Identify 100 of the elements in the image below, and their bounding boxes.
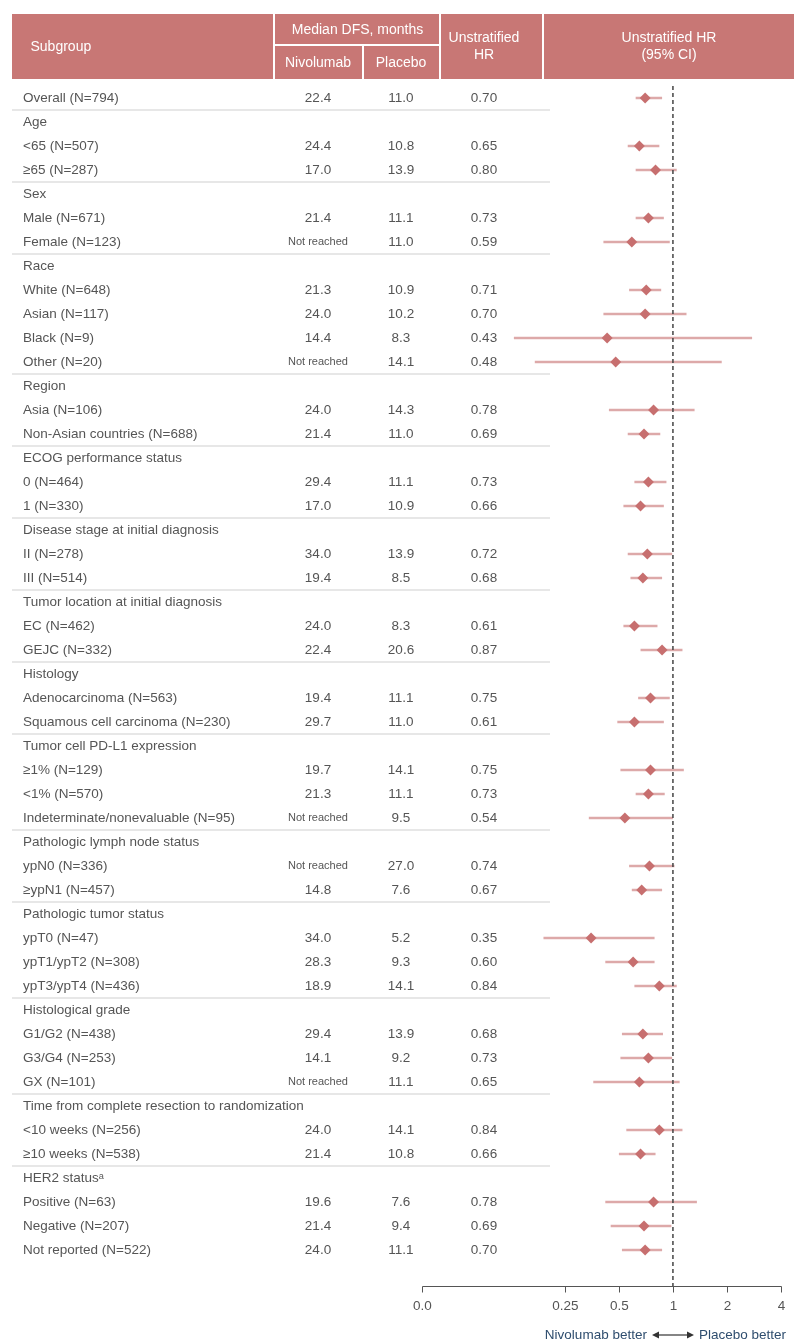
x-tick-label: 0.25 bbox=[552, 1297, 579, 1313]
data-label: 14.4 bbox=[304, 330, 332, 345]
y-tick-label: GX (N=101) bbox=[23, 1074, 96, 1089]
x-axis-title: Median DFS, months bbox=[291, 20, 424, 37]
x-tick-label: 2 bbox=[723, 1297, 732, 1313]
point bbox=[648, 1196, 660, 1208]
data-label: 19.7 bbox=[304, 762, 332, 777]
data-label: 0.65 bbox=[470, 1074, 498, 1089]
data-label: 24.4 bbox=[304, 138, 332, 153]
data-label: 24.0 bbox=[304, 618, 332, 633]
data-label: 0.61 bbox=[470, 714, 498, 729]
data-label: 0.68 bbox=[470, 570, 498, 585]
data-label: 0.74 bbox=[470, 858, 498, 873]
point bbox=[641, 548, 653, 560]
data-label: 29.4 bbox=[304, 1026, 332, 1041]
x-tick-label: 4 bbox=[777, 1297, 786, 1313]
data-label: 29.4 bbox=[304, 474, 332, 489]
data-label: 11.0 bbox=[388, 234, 414, 249]
data-label: 28.3 bbox=[304, 954, 332, 969]
y-tick-label: Pathologic tumor status bbox=[23, 906, 165, 921]
data-label: 0.78 bbox=[470, 402, 498, 417]
data-label: 34.0 bbox=[304, 930, 332, 945]
y-tick-label: EC (N=462) bbox=[23, 618, 95, 633]
text: Not reached bbox=[288, 859, 348, 871]
point bbox=[627, 956, 639, 968]
data-label: 9.2 bbox=[391, 1050, 411, 1065]
data-label: 0.87 bbox=[470, 642, 498, 657]
data-label: 22.4 bbox=[304, 90, 332, 105]
data-label: 0.69 bbox=[470, 1218, 498, 1233]
y-tick-label: Age bbox=[23, 114, 48, 129]
text: Not reached bbox=[288, 235, 348, 247]
y-tick-label: Male (N=671) bbox=[23, 210, 106, 225]
data-label: 21.4 bbox=[304, 1146, 332, 1161]
data-label: 14.1 bbox=[304, 1050, 332, 1065]
text: Not reached bbox=[288, 355, 348, 367]
data-label: 0.43 bbox=[470, 330, 498, 345]
data-label: 14.1 bbox=[387, 762, 415, 777]
point bbox=[628, 620, 640, 632]
data-label: 18.9 bbox=[304, 978, 332, 993]
data-label: 21.3 bbox=[304, 282, 332, 297]
y-tick-label: <65 (N=507) bbox=[23, 138, 99, 153]
data-label: 0.35 bbox=[470, 930, 498, 945]
data-label: 10.8 bbox=[387, 138, 415, 153]
point bbox=[648, 404, 660, 416]
point bbox=[636, 884, 648, 896]
data-label: 0.70 bbox=[470, 90, 498, 105]
y-tick-label: <1% (N=570) bbox=[23, 786, 104, 801]
y-tick-label: Sex bbox=[23, 186, 47, 201]
data-label: 0.69 bbox=[470, 426, 498, 441]
point bbox=[637, 1028, 649, 1040]
y-tick-label: Tumor location at initial diagnosis bbox=[23, 594, 223, 609]
y-tick-label: Histology bbox=[23, 666, 79, 681]
point bbox=[642, 476, 654, 488]
y-tick-label: Other (N=20) bbox=[23, 354, 103, 369]
point bbox=[640, 284, 652, 296]
data-label: 9.5 bbox=[391, 810, 411, 825]
data-label: 9.3 bbox=[391, 954, 411, 969]
data-label: 9.4 bbox=[391, 1218, 411, 1233]
y-tick-label: 1 (N=330) bbox=[23, 498, 84, 513]
data-label: 0.66 bbox=[470, 1146, 498, 1161]
data-label: 0.61 bbox=[470, 618, 498, 633]
data-label: 8.3 bbox=[391, 330, 411, 345]
data-label: 10.9 bbox=[387, 282, 415, 297]
point bbox=[628, 716, 640, 728]
data-label: 14.1 bbox=[387, 354, 415, 369]
y-tick-label: G1/G2 (N=438) bbox=[23, 1026, 116, 1041]
y-tick-label: White (N=648) bbox=[23, 282, 111, 297]
data-label: 22.4 bbox=[304, 642, 332, 657]
data-label: 0.54 bbox=[470, 810, 498, 825]
y-tick-label: Adenocarcinoma (N=563) bbox=[23, 690, 178, 705]
x-tick-label: Nivolumab bbox=[284, 53, 352, 70]
data-label: 11.0 bbox=[388, 426, 414, 441]
data-label: 19.4 bbox=[304, 690, 332, 705]
y-tick-label: Not reported (N=522) bbox=[23, 1242, 151, 1257]
data-label: 0.67 bbox=[470, 882, 498, 897]
y-tick-label: Non-Asian countries (N=688) bbox=[23, 426, 198, 441]
y-tick-label: Race bbox=[23, 258, 55, 273]
y-tick-label: ypT0 (N=47) bbox=[23, 930, 99, 945]
data-label: 7.6 bbox=[391, 1194, 411, 1209]
point bbox=[626, 236, 638, 248]
x-tick-label: Unstratified HR bbox=[448, 29, 520, 62]
x-tick-label: Placebo bbox=[375, 53, 427, 70]
y-tick-label: G3/G4 (N=253) bbox=[23, 1050, 116, 1065]
data-label: 17.0 bbox=[304, 498, 332, 513]
text: Placebo better bbox=[698, 1327, 787, 1342]
y-tick-label: II (N=278) bbox=[23, 546, 84, 561]
y-tick-label: Time from complete resection to randomization bbox=[23, 1098, 304, 1113]
data-label: 0.73 bbox=[470, 1050, 498, 1065]
data-label: 13.9 bbox=[387, 1026, 415, 1041]
text: Nivolumab better bbox=[544, 1327, 648, 1342]
y-tick-label: Squamous cell carcinoma (N=230) bbox=[23, 714, 231, 729]
data-label: 0.70 bbox=[470, 306, 498, 321]
x-tick-label: 0.0 bbox=[413, 1297, 432, 1313]
data-label: 0.68 bbox=[470, 1026, 498, 1041]
y-tick-label: Asian (N=117) bbox=[23, 306, 109, 321]
x-tick-label: 0.5 bbox=[610, 1297, 629, 1313]
y-tick-label: Region bbox=[23, 378, 66, 393]
data-label: 0.84 bbox=[470, 978, 498, 993]
data-label: 0.60 bbox=[470, 954, 498, 969]
data-label: 0.66 bbox=[470, 498, 498, 513]
